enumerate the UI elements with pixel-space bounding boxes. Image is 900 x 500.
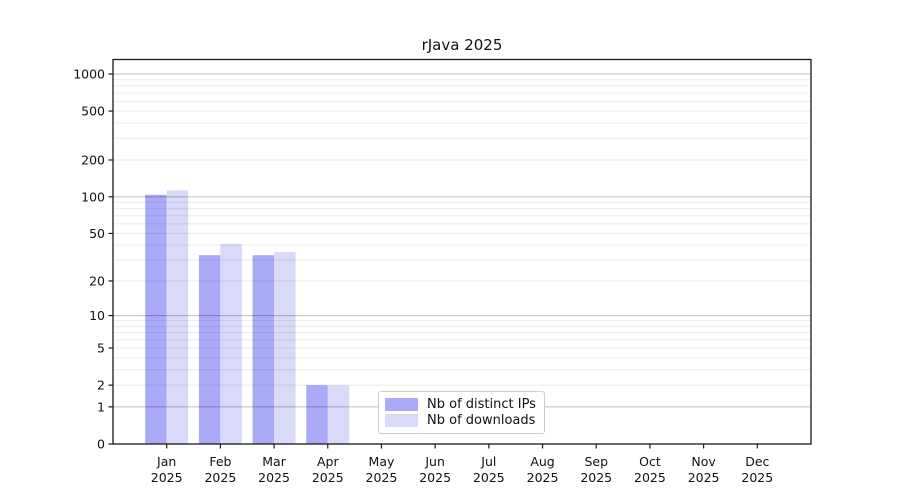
y-tick-label-5: 5 [97, 341, 105, 356]
bar-nb-of-downloads-feb-2025 [220, 243, 242, 444]
legend-swatch-distinct-ips-icon [385, 397, 418, 411]
x-tick-label-month-aug-2025: Aug [530, 454, 554, 469]
x-tick-label-month-nov-2025: Nov [691, 454, 716, 469]
bar-nb-of-distinct-ips-jan-2025 [145, 194, 167, 444]
x-tick-label-year-may-2025: 2025 [366, 470, 398, 485]
legend: Nb of distinct IPs Nb of downloads [378, 391, 545, 434]
y-tick-label-200: 200 [81, 152, 105, 167]
y-tick-label-1000: 1000 [73, 67, 105, 82]
bar-nb-of-downloads-jan-2025 [166, 190, 189, 444]
x-tick-label-month-apr-2025: Apr [317, 454, 339, 469]
x-tick-label-year-nov-2025: 2025 [688, 470, 720, 485]
x-tick-label-year-oct-2025: 2025 [634, 470, 666, 485]
y-tick-label-1: 1 [97, 399, 105, 414]
x-tick-label-month-jul-2025: Jul [480, 454, 496, 469]
x-tick-label-year-jun-2025: 2025 [419, 470, 451, 485]
y-tick-label-500: 500 [81, 104, 105, 119]
x-tick-label-year-feb-2025: 2025 [204, 470, 236, 485]
legend-label-downloads: Nb of downloads [427, 413, 536, 429]
x-tick-label-month-may-2025: May [369, 454, 395, 469]
legend-item-distinct-ips: Nb of distinct IPs [385, 396, 538, 412]
x-tick-label-month-jan-2025: Jan [156, 454, 176, 469]
chart-title: rJava 2025 [421, 36, 503, 54]
x-tick-label-month-sep-2025: Sep [584, 454, 608, 469]
legend-item-downloads: Nb of downloads [385, 413, 538, 429]
legend-label-distinct-ips: Nb of distinct IPs [427, 396, 536, 412]
x-tick-label-year-sep-2025: 2025 [580, 470, 612, 485]
bar-nb-of-distinct-ips-feb-2025 [198, 255, 221, 444]
x-tick-label-month-jun-2025: Jun [424, 454, 445, 469]
y-tick-label-10: 10 [89, 308, 105, 323]
x-tick-label-month-dec-2025: Dec [745, 454, 769, 469]
bar-nb-of-downloads-apr-2025 [327, 385, 350, 444]
x-tick-label-year-apr-2025: 2025 [312, 470, 344, 485]
y-tick-label-50: 50 [89, 226, 105, 241]
y-tick-label-0: 0 [97, 437, 105, 452]
axes-frame [112, 58, 812, 445]
x-tick-label-year-aug-2025: 2025 [527, 470, 559, 485]
y-tick-label-2: 2 [97, 378, 105, 393]
x-tick-label-year-mar-2025: 2025 [258, 470, 290, 485]
x-tick-label-month-feb-2025: Feb [209, 454, 231, 469]
y-tick-label-20: 20 [89, 273, 105, 288]
x-tick-label-month-oct-2025: Oct [639, 454, 661, 469]
bar-nb-of-distinct-ips-mar-2025 [252, 255, 275, 444]
y-tick-label-100: 100 [81, 189, 105, 204]
x-tick-label-year-dec-2025: 2025 [741, 470, 773, 485]
bar-nb-of-downloads-mar-2025 [274, 252, 296, 444]
x-tick-label-year-jul-2025: 2025 [473, 470, 505, 485]
legend-swatch-downloads-icon [385, 414, 418, 428]
x-tick-label-year-jan-2025: 2025 [151, 470, 183, 485]
bar-nb-of-distinct-ips-apr-2025 [306, 385, 328, 444]
x-tick-label-month-mar-2025: Mar [262, 454, 286, 469]
